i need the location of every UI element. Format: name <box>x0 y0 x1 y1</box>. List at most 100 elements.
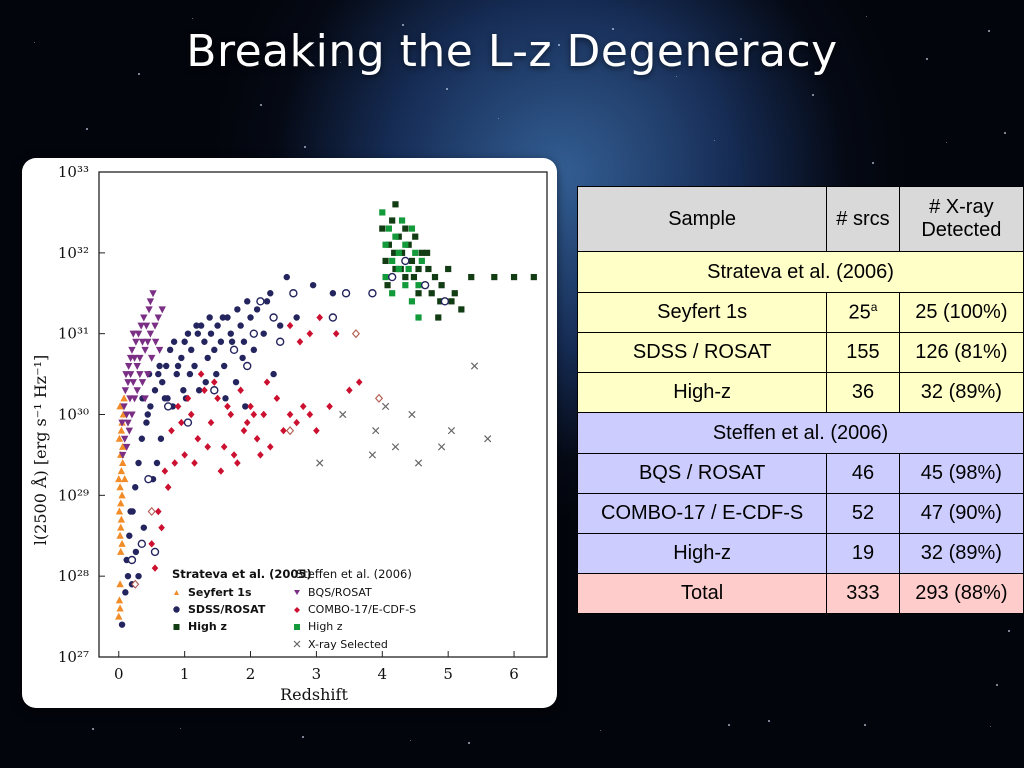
scatter-point <box>186 370 194 378</box>
scatter-point <box>379 225 386 232</box>
scatter-point <box>117 547 125 555</box>
scatter-point <box>183 418 193 427</box>
scatter-point <box>275 337 285 346</box>
scatter-point <box>211 346 218 354</box>
scatter-point <box>326 402 333 411</box>
scatter-point <box>214 322 221 329</box>
scatter-point <box>229 345 239 355</box>
scatter-point <box>121 387 130 395</box>
legend-bqs-marker <box>294 590 300 595</box>
scatter-point <box>257 451 264 459</box>
scatter-point <box>405 241 412 248</box>
scatter-point <box>286 321 294 330</box>
scatter-point <box>161 467 169 475</box>
star <box>740 38 742 40</box>
scatter-point <box>129 330 137 338</box>
scatter-point <box>387 272 397 282</box>
star <box>988 30 990 32</box>
scatter-point <box>412 233 419 240</box>
scatter-plot-panel: 0 1 2 3 4 5 6 10²⁷ 10²⁸ 10²⁹ 10³⁰ 10³¹ 10³² 10³³ Reds… <box>22 158 557 708</box>
scatter-marks <box>115 201 537 628</box>
scatter-point <box>408 410 416 419</box>
scatter-point <box>163 402 173 411</box>
x-tick-label: 4 <box>378 665 388 683</box>
scatter-point <box>149 290 157 298</box>
scatter-point <box>120 475 129 483</box>
scatter-point <box>127 555 137 565</box>
srcs-cell: 52 <box>826 493 900 534</box>
scatter-point <box>134 330 143 338</box>
scatter-point <box>168 426 175 435</box>
legend-highz-strateva: High z <box>173 620 227 633</box>
scatter-point <box>115 612 123 620</box>
scatter-point <box>244 298 251 305</box>
detected-cell: 126 (81%) <box>898 332 1024 373</box>
scatter-point <box>253 306 261 313</box>
star <box>402 24 404 26</box>
legend-sdss-marker <box>173 606 180 613</box>
axis-ticks: 0 1 2 3 4 5 6 10²⁷ 10²⁸ 10²⁹ 10³⁰ 10³¹ 10³² 10³³ <box>58 163 519 683</box>
scatter-point <box>296 338 304 346</box>
star <box>558 44 560 46</box>
plot-frame <box>98 171 548 658</box>
scatter-point <box>219 314 227 321</box>
scatter-point <box>468 273 475 281</box>
scatter-point <box>147 403 154 410</box>
scatter-point <box>142 322 151 330</box>
scatter-point <box>237 322 244 329</box>
scatter-point <box>309 281 317 289</box>
sample-cell: Seyfert 1s <box>576 292 828 333</box>
scatter-point <box>256 297 265 306</box>
scatter-point <box>151 338 160 346</box>
table-row: Seyfert 1s 25a 25 (100%) <box>576 292 1024 333</box>
scatter-point <box>117 499 125 507</box>
scatter-point <box>155 370 162 378</box>
scatter-point <box>116 580 124 588</box>
scatter-point <box>119 442 127 450</box>
scatter-point <box>118 621 126 628</box>
total-detected-cell: 293 (88%) <box>898 573 1024 614</box>
scatter-point <box>240 426 248 435</box>
scatter-point <box>178 354 185 362</box>
scatter-point <box>382 273 389 281</box>
scatter-point <box>283 273 290 281</box>
sample-cell: SDSS / ROSAT <box>576 332 828 373</box>
scatter-point <box>237 386 244 394</box>
scatter-point <box>193 322 200 329</box>
scatter-point <box>530 273 537 281</box>
legend-strateva-title: Strateva et al. (2005) <box>172 567 312 581</box>
legend-sdss: SDSS/ROSAT <box>173 603 266 616</box>
scatter-point <box>428 290 435 297</box>
star <box>304 146 306 148</box>
scatter-point <box>293 418 300 427</box>
scatter-point <box>144 371 152 379</box>
legend-highz-steffen-marker <box>294 624 300 630</box>
scatter-point <box>122 371 130 379</box>
scatter-point <box>204 443 212 451</box>
scatter-point <box>385 225 392 232</box>
sample-summary-table-wrapper: Sample # srcs # X-ray Detected Strateva … <box>576 186 1024 614</box>
scatter-point <box>313 426 320 435</box>
legend-bqs: BQS/ROSAT <box>294 586 372 599</box>
scatter-point <box>398 249 406 256</box>
scatter-point <box>195 387 203 394</box>
scatter-point <box>341 289 351 298</box>
x-tick-label: 2 <box>246 665 256 683</box>
slide-title: Breaking the L-z Degeneracy <box>186 26 838 77</box>
scatter-point <box>213 370 220 378</box>
star <box>676 76 677 77</box>
scatter-point <box>138 379 147 387</box>
scatter-point <box>260 330 267 337</box>
srcs-cell: 46 <box>826 453 900 494</box>
scatter-point <box>286 410 294 419</box>
scatter-point <box>118 491 126 499</box>
scatter-point <box>385 241 392 248</box>
scatter-point <box>234 459 241 467</box>
scatter-point <box>270 370 277 378</box>
scatter-point <box>418 249 425 256</box>
star <box>446 88 448 90</box>
scatter-point <box>120 403 128 411</box>
scatter-point <box>154 314 162 322</box>
scatter-point <box>224 314 231 321</box>
scatter-point <box>408 225 416 232</box>
